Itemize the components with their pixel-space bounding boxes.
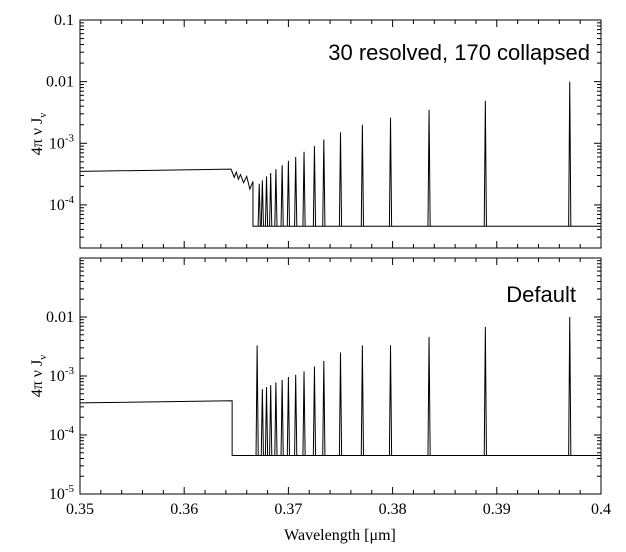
y-tick-label: 0.1 xyxy=(54,12,74,29)
emission-line xyxy=(302,371,306,456)
top-y-axis-label: 4π ν Jν xyxy=(29,113,49,156)
panel-bottom: 0.01 10-3 10-4 10-5 0.35 0.36 0.37 0.38 0.39 0.4… xyxy=(29,257,611,544)
emission-line xyxy=(264,176,269,227)
emission-line xyxy=(255,345,259,456)
emission-line xyxy=(483,100,487,227)
emission-line xyxy=(286,377,290,456)
emission-line xyxy=(294,374,298,456)
y-tick-label: 10-4 xyxy=(49,424,75,444)
emission-line xyxy=(286,160,290,227)
x-tick-label: 0.37 xyxy=(274,501,302,518)
y-tick-label: 10-5 xyxy=(49,483,75,503)
emission-line xyxy=(274,382,278,456)
top-annotation: 30 resolved, 170 collapsed xyxy=(328,40,590,65)
emission-line xyxy=(360,124,364,227)
emission-line xyxy=(322,360,326,456)
emission-line xyxy=(427,336,431,456)
x-axis-label: Wavelength [μm] xyxy=(284,527,396,544)
emission-line xyxy=(280,165,284,227)
bottom-spectrum-line xyxy=(79,400,601,456)
emission-line xyxy=(388,345,393,456)
emission-line xyxy=(338,352,343,456)
top-plot-frame xyxy=(79,19,602,249)
x-tick-label: 0.35 xyxy=(66,501,94,518)
emission-line xyxy=(312,146,317,227)
x-tick-label: 0.39 xyxy=(483,501,511,518)
emission-line xyxy=(260,180,264,227)
panel-top: 0.1 0.01 10-3 10-4 30 resolved, 170 collaps… xyxy=(29,12,602,249)
emission-line xyxy=(312,366,317,456)
y-tick-label: 0.01 xyxy=(46,74,74,91)
top-y-ticks: 0.1 0.01 10-3 10-4 xyxy=(46,12,601,249)
emission-line xyxy=(388,117,393,227)
emission-line xyxy=(568,316,572,456)
x-tick-label: 0.4 xyxy=(591,501,611,518)
top-spectrum-line xyxy=(79,168,601,227)
emission-line xyxy=(568,81,572,227)
bottom-y-ticks: 0.01 10-3 10-4 10-5 xyxy=(46,257,601,503)
bottom-emission-lines xyxy=(255,316,572,456)
x-tick-label: 0.36 xyxy=(170,501,198,518)
emission-line xyxy=(274,169,278,227)
y-tick-label: 0.01 xyxy=(46,309,74,326)
emission-line xyxy=(483,326,487,456)
emission-line xyxy=(260,389,264,456)
emission-line xyxy=(338,132,343,227)
emission-line xyxy=(257,183,261,227)
emission-line xyxy=(302,151,306,227)
y-tick-label: 10-3 xyxy=(49,365,75,385)
emission-line xyxy=(427,109,431,227)
x-tick-label: 0.38 xyxy=(379,501,407,518)
emission-line xyxy=(294,156,298,227)
top-x-ticks xyxy=(79,20,602,248)
bottom-x-ticks: 0.35 0.36 0.37 0.38 0.39 0.4 xyxy=(66,258,611,518)
y-tick-label: 10-4 xyxy=(49,194,75,214)
emission-line xyxy=(264,387,269,456)
emission-line xyxy=(269,385,273,456)
emission-line xyxy=(322,139,326,227)
emission-line xyxy=(280,379,284,456)
emission-line xyxy=(360,345,364,456)
emission-line xyxy=(269,172,273,227)
y-tick-label: 10-3 xyxy=(49,132,75,152)
top-emission-lines xyxy=(257,81,572,227)
bottom-y-axis-label: 4π ν Jν xyxy=(29,355,49,398)
bottom-annotation: Default xyxy=(506,282,576,307)
